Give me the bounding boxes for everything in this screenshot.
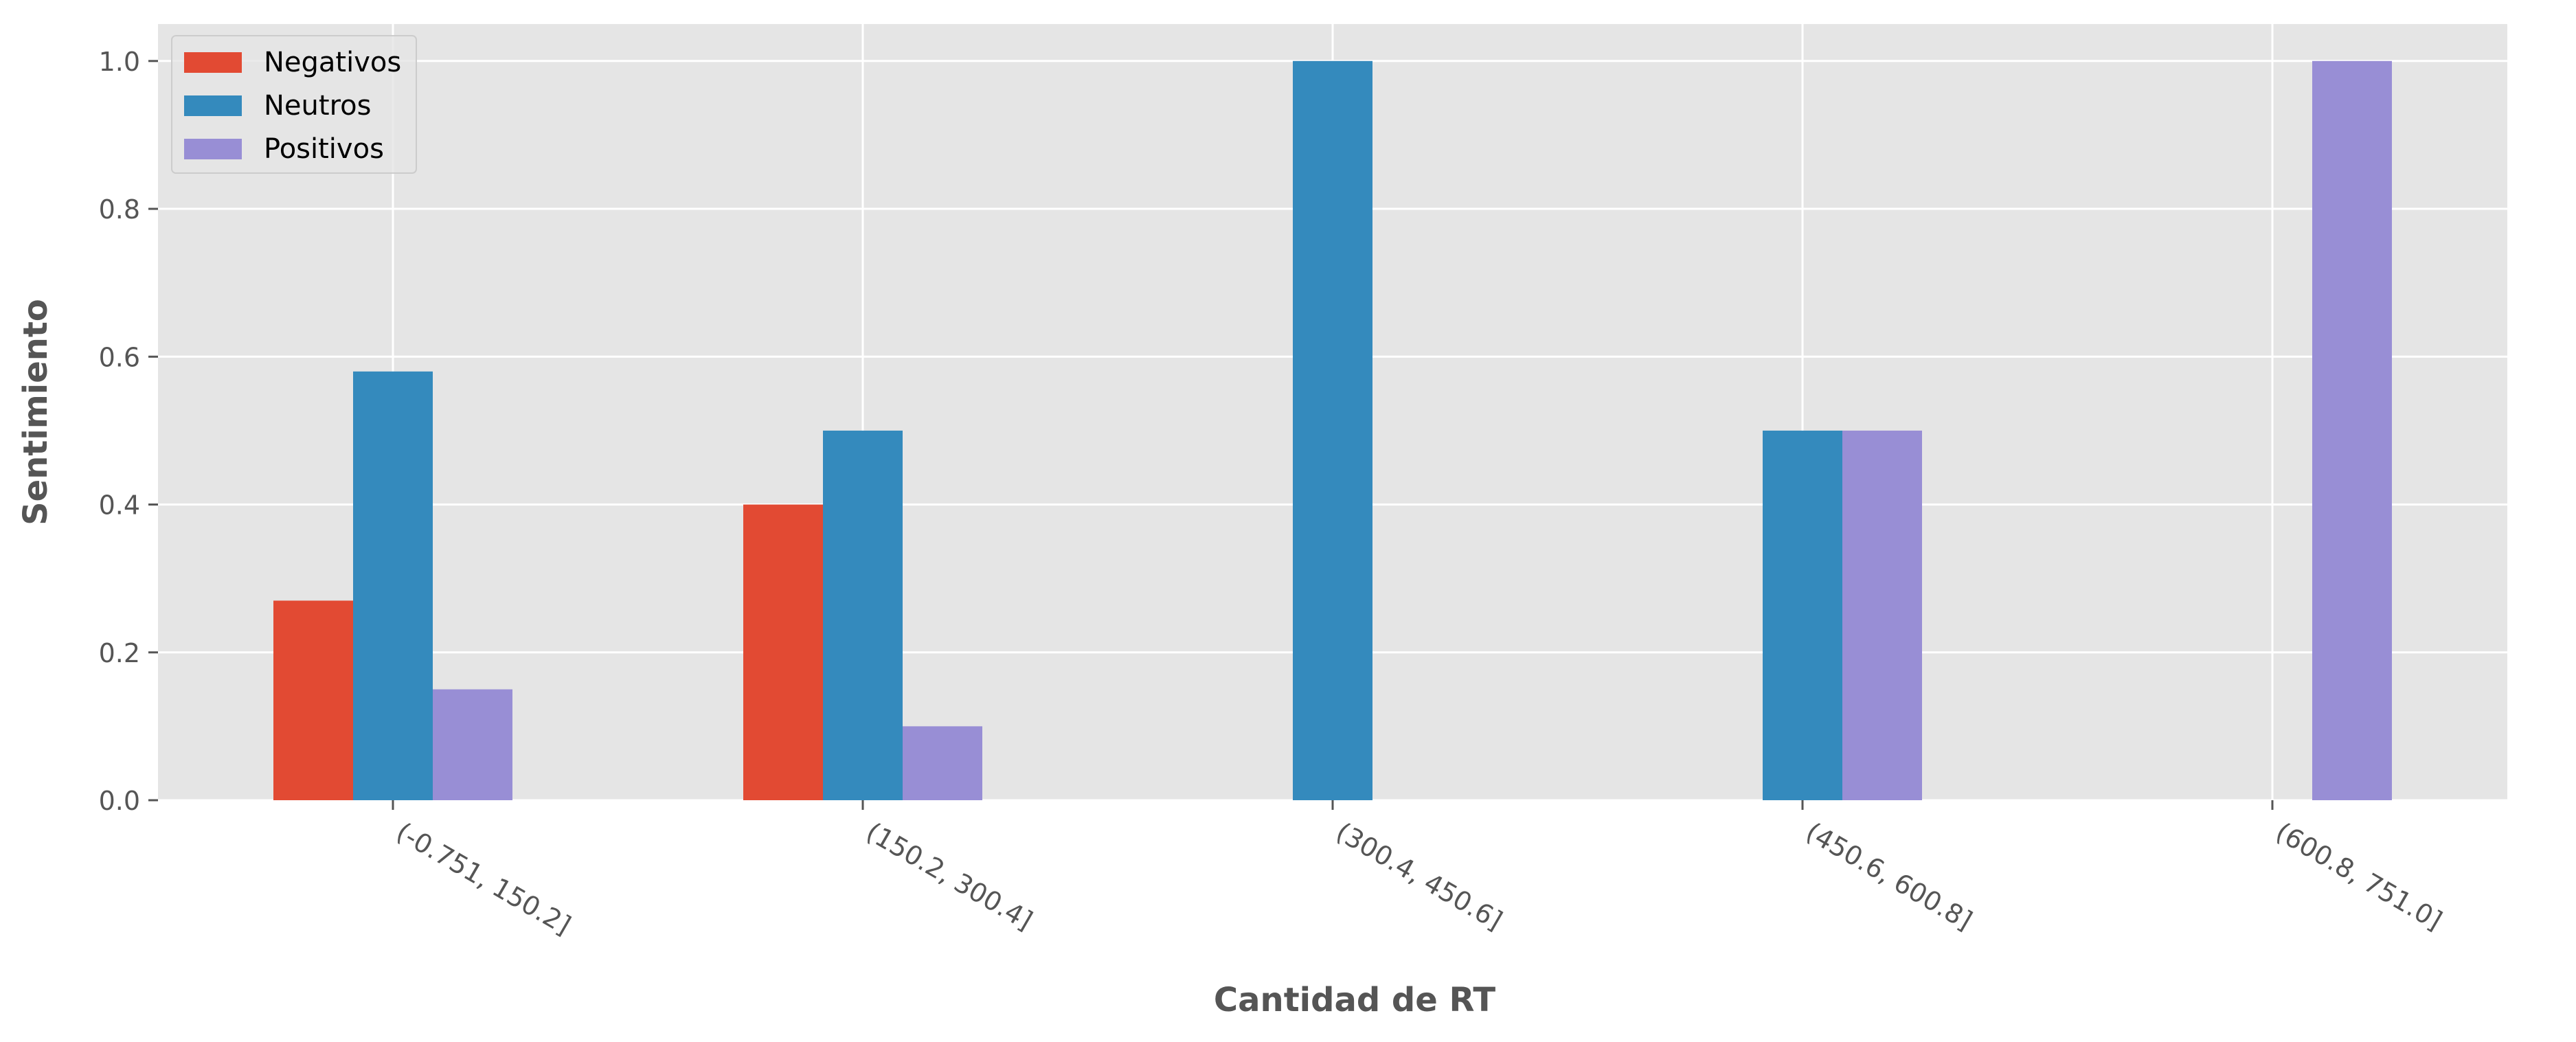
x-tick-label: (150.2, 300.4] <box>861 817 1038 936</box>
x-tick-label: (600.8, 751.0] <box>2271 817 2448 936</box>
bar-neutros <box>1293 60 1372 800</box>
y-tick-label: 0.6 <box>99 342 140 372</box>
legend-swatch-neutros <box>184 95 242 116</box>
x-tick-label: (-0.751, 150.2] <box>392 817 576 941</box>
legend-swatch-negativos <box>184 52 242 73</box>
bar-positivos <box>2312 60 2392 800</box>
x-tick-label: (300.4, 450.6] <box>1331 817 1508 936</box>
legend-label-negativos: Negativos <box>264 47 401 78</box>
y-axis-label: Sentimiento <box>16 299 55 525</box>
bars <box>273 60 2392 800</box>
bar-negativos <box>743 504 823 800</box>
bar-positivos <box>433 689 512 800</box>
legend-swatch-positivos <box>184 139 242 159</box>
y-tick-label: 0.0 <box>99 786 140 816</box>
y-tick-label: 0.8 <box>99 194 140 225</box>
bar-neutros <box>353 371 433 800</box>
bar-neutros <box>823 430 903 800</box>
y-tick-label: 0.2 <box>99 638 140 668</box>
y-tick-label: 0.4 <box>99 490 140 521</box>
legend-label-positivos: Positivos <box>264 133 384 165</box>
y-tick-label: 1.0 <box>99 47 140 77</box>
bar-neutros <box>1763 430 1842 800</box>
x-axis-label: Cantidad de RT <box>1214 981 1495 1019</box>
legend-label-neutros: Neutros <box>264 90 371 122</box>
bar-positivos <box>1842 430 1922 800</box>
legend: Negativos Neutros Positivos <box>171 35 417 174</box>
bar-negativos <box>273 600 353 800</box>
bar-positivos <box>903 726 982 800</box>
x-tick-label: (450.6, 600.8] <box>1801 817 1978 936</box>
